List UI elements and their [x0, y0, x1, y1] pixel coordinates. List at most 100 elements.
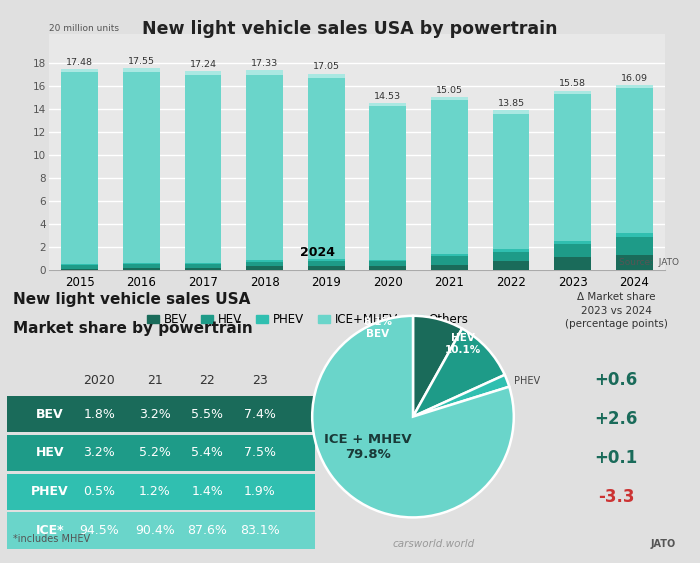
Text: -3.3: -3.3 — [598, 488, 634, 506]
Text: 7.5%: 7.5% — [244, 446, 276, 459]
Bar — [185, 268, 221, 270]
Bar — [493, 252, 529, 261]
Text: 2024: 2024 — [300, 247, 335, 260]
Bar — [493, 249, 529, 252]
Text: 90.4%: 90.4% — [135, 524, 175, 537]
Bar — [431, 265, 468, 270]
Bar — [616, 233, 652, 236]
Bar — [246, 70, 283, 75]
Bar — [493, 261, 529, 270]
Bar — [123, 265, 160, 269]
Bar — [370, 106, 406, 260]
Bar — [246, 262, 283, 266]
Bar — [123, 72, 160, 263]
Bar — [370, 102, 406, 106]
Bar — [62, 269, 98, 270]
Bar — [616, 236, 652, 255]
Bar — [62, 69, 98, 73]
Bar — [123, 68, 160, 72]
Bar — [431, 97, 468, 100]
Text: 17.24: 17.24 — [190, 60, 216, 69]
Text: 17.05: 17.05 — [313, 62, 340, 72]
Bar — [308, 261, 344, 266]
Bar — [554, 257, 591, 270]
Text: 3.2%: 3.2% — [83, 446, 116, 459]
Text: 1.2%: 1.2% — [139, 485, 171, 498]
Text: New light vehicle sales USA: New light vehicle sales USA — [13, 292, 251, 307]
Text: Source:  JATO: Source: JATO — [619, 258, 679, 267]
Bar — [308, 266, 344, 270]
Bar — [431, 100, 468, 254]
Wedge shape — [413, 329, 505, 417]
Wedge shape — [413, 375, 510, 417]
Bar — [123, 263, 160, 265]
Text: carsworld.world: carsworld.world — [393, 539, 475, 549]
Bar — [185, 75, 221, 262]
Bar — [7, 512, 315, 549]
Bar — [7, 435, 315, 471]
Text: 2020: 2020 — [83, 374, 116, 387]
Legend: BEV, HEV, PHEV, ICE+MHEV, Others: BEV, HEV, PHEV, ICE+MHEV, Others — [143, 308, 473, 330]
Bar — [123, 269, 160, 270]
Bar — [246, 266, 283, 270]
Text: Market share by powertrain: Market share by powertrain — [13, 321, 253, 336]
Bar — [493, 110, 529, 114]
Bar — [185, 264, 221, 268]
Bar — [62, 73, 98, 264]
Text: HEV
10.1%: HEV 10.1% — [445, 333, 482, 355]
Text: 13.85: 13.85 — [498, 100, 524, 109]
Text: 3.2%: 3.2% — [139, 408, 171, 421]
Text: 15.58: 15.58 — [559, 79, 586, 88]
Text: HEV: HEV — [36, 446, 64, 459]
Text: 20 million units: 20 million units — [49, 24, 119, 33]
Text: 22: 22 — [199, 374, 215, 387]
Text: PHEV: PHEV — [514, 376, 540, 386]
Bar — [246, 260, 283, 262]
Bar — [554, 91, 591, 94]
Bar — [616, 84, 652, 88]
Text: 1.9%: 1.9% — [244, 485, 275, 498]
Text: +0.6: +0.6 — [594, 372, 638, 390]
Text: 17.48: 17.48 — [66, 57, 93, 66]
Text: 23: 23 — [252, 374, 267, 387]
Bar — [185, 72, 221, 75]
Bar — [616, 255, 652, 270]
Text: +2.6: +2.6 — [594, 410, 638, 428]
Bar — [62, 264, 98, 265]
Bar — [308, 74, 344, 78]
Bar — [308, 78, 344, 259]
Text: JATO: JATO — [650, 539, 676, 549]
Bar — [246, 75, 283, 260]
Text: 14.53: 14.53 — [374, 92, 401, 101]
Bar — [7, 396, 315, 432]
Bar — [431, 256, 468, 265]
Text: 1.4%: 1.4% — [191, 485, 223, 498]
Bar — [370, 266, 406, 270]
Text: 5.2%: 5.2% — [139, 446, 171, 459]
Text: 17.33: 17.33 — [251, 59, 278, 68]
Bar — [616, 88, 652, 233]
Text: 87.6%: 87.6% — [188, 524, 227, 537]
Bar — [554, 244, 591, 257]
Bar — [308, 259, 344, 261]
Text: New light vehicle sales USA by powertrain: New light vehicle sales USA by powertrai… — [142, 20, 558, 38]
Bar — [7, 473, 315, 510]
Text: ICE + MHEV
79.8%: ICE + MHEV 79.8% — [324, 433, 412, 461]
Text: Δ Market share
2023 vs 2024
(percentage points): Δ Market share 2023 vs 2024 (percentage … — [565, 292, 667, 329]
Text: ICE*: ICE* — [36, 524, 64, 537]
Text: 7.4%: 7.4% — [244, 408, 276, 421]
Text: 8.1%
BEV: 8.1% BEV — [363, 317, 392, 339]
Text: 1.8%: 1.8% — [83, 408, 116, 421]
Text: *includes MHEV: *includes MHEV — [13, 534, 90, 543]
Bar — [370, 260, 406, 261]
Wedge shape — [312, 316, 514, 517]
Text: 5.5%: 5.5% — [191, 408, 223, 421]
Bar — [554, 94, 591, 241]
Text: 94.5%: 94.5% — [80, 524, 119, 537]
Bar — [493, 114, 529, 249]
Text: 17.55: 17.55 — [128, 57, 155, 66]
Bar — [554, 241, 591, 244]
Text: 21: 21 — [147, 374, 162, 387]
Text: BEV: BEV — [36, 408, 64, 421]
Text: PHEV: PHEV — [32, 485, 69, 498]
